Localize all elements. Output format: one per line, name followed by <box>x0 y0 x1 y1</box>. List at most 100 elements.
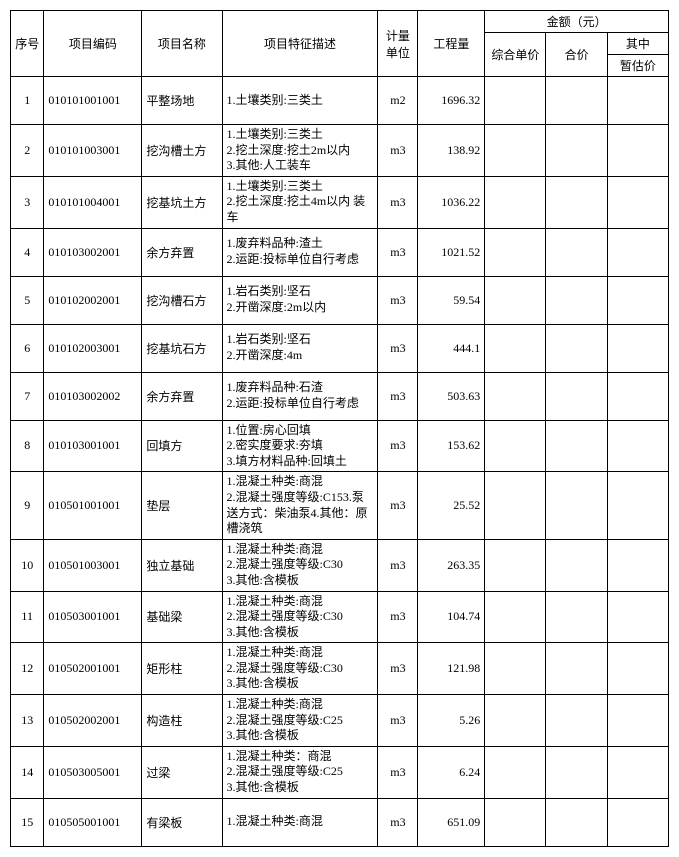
cell-sub <box>607 324 668 372</box>
cell-code: 010103002002 <box>44 372 142 420</box>
cell-uprice <box>485 420 546 472</box>
table-row: 13010502002001构造柱1.混凝土种类:商混 2.混凝土强度等级:C2… <box>11 695 669 747</box>
table-row: 15010505001001有梁板1.混凝土种类:商混m3651.09 <box>11 798 669 846</box>
cell-unit: m3 <box>378 643 418 695</box>
cell-sub <box>607 539 668 591</box>
header-sub2: 暂估价 <box>607 55 668 77</box>
cell-uprice <box>485 591 546 643</box>
cell-name: 基础梁 <box>142 591 222 643</box>
cell-code: 010505001001 <box>44 798 142 846</box>
header-unit: 计量单位 <box>378 11 418 77</box>
table-row: 1010101001001平整场地1.土壤类别:三类土m21696.32 <box>11 77 669 125</box>
cell-sub <box>607 591 668 643</box>
cell-seq: 4 <box>11 228 44 276</box>
cell-uprice <box>485 539 546 591</box>
header-name: 项目名称 <box>142 11 222 77</box>
cell-desc: 1.废弃料品种:渣土 2.运距:投标单位自行考虑 <box>222 228 378 276</box>
table-row: 5010102002001挖沟槽石方1.岩石类别:坚石 2.开凿深度:2m以内m… <box>11 276 669 324</box>
cell-code: 010101001001 <box>44 77 142 125</box>
cell-sub <box>607 372 668 420</box>
cell-total <box>546 228 607 276</box>
cell-seq: 2 <box>11 125 44 177</box>
cell-code: 010102003001 <box>44 324 142 372</box>
cell-name: 平整场地 <box>142 77 222 125</box>
cell-code: 010101004001 <box>44 176 142 228</box>
cell-uprice <box>485 125 546 177</box>
cell-qty: 263.35 <box>418 539 485 591</box>
cell-code: 010502001001 <box>44 643 142 695</box>
cell-sub <box>607 125 668 177</box>
cell-name: 构造柱 <box>142 695 222 747</box>
header-sub: 其中 <box>607 33 668 55</box>
cell-sub <box>607 77 668 125</box>
cell-code: 010503001001 <box>44 591 142 643</box>
cell-qty: 651.09 <box>418 798 485 846</box>
table-row: 7010103002002余方弃置1.废弃料品种:石渣 2.运距:投标单位自行考… <box>11 372 669 420</box>
cell-unit: m3 <box>378 125 418 177</box>
cell-sub <box>607 176 668 228</box>
cell-sub <box>607 228 668 276</box>
cell-name: 余方弃置 <box>142 372 222 420</box>
cell-sub <box>607 746 668 798</box>
cell-uprice <box>485 228 546 276</box>
cell-desc: 1.混凝土种类:商混 2.混凝土强度等级:C25 3.其他:含模板 <box>222 695 378 747</box>
cell-seq: 10 <box>11 539 44 591</box>
cell-unit: m3 <box>378 798 418 846</box>
cell-unit: m3 <box>378 746 418 798</box>
table-row: 11010503001001基础梁1.混凝土种类:商混 2.混凝土强度等级:C3… <box>11 591 669 643</box>
cell-desc: 1.混凝土种类:商混 2.混凝土强度等级:C30 3.其他:含模板 <box>222 539 378 591</box>
cell-name: 有梁板 <box>142 798 222 846</box>
cell-unit: m3 <box>378 324 418 372</box>
cell-desc: 1.岩石类别:坚石 2.开凿深度:2m以内 <box>222 276 378 324</box>
cell-seq: 1 <box>11 77 44 125</box>
cell-uprice <box>485 643 546 695</box>
table-row: 12010502001001矩形柱1.混凝土种类:商混 2.混凝土强度等级:C3… <box>11 643 669 695</box>
cell-desc: 1.位置:房心回填 2.密实度要求:夯填 3.填方材料品种:回填土 <box>222 420 378 472</box>
cell-uprice <box>485 276 546 324</box>
cell-total <box>546 324 607 372</box>
cell-code: 010101003001 <box>44 125 142 177</box>
cell-uprice <box>485 798 546 846</box>
cell-desc: 1.混凝土种类:商混 2.混凝土强度等级:C153.泵送方式：柴油泵4.其他：原… <box>222 472 378 539</box>
header-uprice: 综合单价 <box>485 33 546 77</box>
cell-name: 回填方 <box>142 420 222 472</box>
cell-unit: m3 <box>378 472 418 539</box>
cell-sub <box>607 798 668 846</box>
cell-qty: 153.62 <box>418 420 485 472</box>
cell-desc: 1.混凝土种类:商混 2.混凝土强度等级:C30 3.其他:含模板 <box>222 643 378 695</box>
table-row: 8010103001001回填方1.位置:房心回填 2.密实度要求:夯填 3.填… <box>11 420 669 472</box>
cell-unit: m3 <box>378 539 418 591</box>
cell-qty: 1036.22 <box>418 176 485 228</box>
table-row: 14010503005001过梁1.混凝土种类：商混 2.混凝土强度等级:C25… <box>11 746 669 798</box>
cell-unit: m3 <box>378 276 418 324</box>
cell-total <box>546 746 607 798</box>
cell-seq: 14 <box>11 746 44 798</box>
header-amount: 金额（元） <box>485 11 669 33</box>
cell-total <box>546 591 607 643</box>
cell-seq: 13 <box>11 695 44 747</box>
cell-seq: 8 <box>11 420 44 472</box>
table-row: 6010102003001挖基坑石方1.岩石类别:坚石 2.开凿深度:4mm34… <box>11 324 669 372</box>
cell-unit: m3 <box>378 372 418 420</box>
cell-desc: 1.混凝土种类：商混 2.混凝土强度等级:C25 3.其他:含模板 <box>222 746 378 798</box>
cell-qty: 444.1 <box>418 324 485 372</box>
cell-qty: 121.98 <box>418 643 485 695</box>
cell-desc: 1.土壤类别:三类土 <box>222 77 378 125</box>
cell-seq: 3 <box>11 176 44 228</box>
cell-total <box>546 372 607 420</box>
cell-desc: 1.混凝土种类:商混 <box>222 798 378 846</box>
cell-name: 过梁 <box>142 746 222 798</box>
cell-uprice <box>485 176 546 228</box>
cell-unit: m3 <box>378 591 418 643</box>
cell-desc: 1.混凝土种类:商混 2.混凝土强度等级:C30 3.其他:含模板 <box>222 591 378 643</box>
cell-seq: 15 <box>11 798 44 846</box>
cell-name: 挖沟槽石方 <box>142 276 222 324</box>
cell-sub <box>607 695 668 747</box>
table-row: 2010101003001挖沟槽土方1.土壤类别:三类土 2.挖土深度:挖土2m… <box>11 125 669 177</box>
table-header: 序号 项目编码 项目名称 项目特征描述 计量单位 工程量 金额（元） 综合单价 … <box>11 11 669 77</box>
cell-total <box>546 798 607 846</box>
header-qty: 工程量 <box>418 11 485 77</box>
cell-uprice <box>485 77 546 125</box>
cell-qty: 25.52 <box>418 472 485 539</box>
cell-name: 挖基坑石方 <box>142 324 222 372</box>
